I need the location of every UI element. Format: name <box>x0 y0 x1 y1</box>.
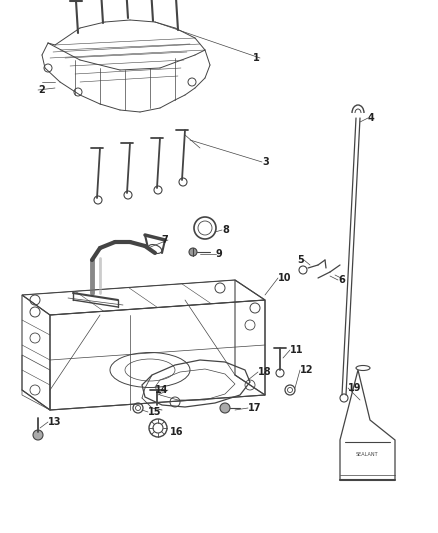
Text: 11: 11 <box>290 345 304 355</box>
Text: 15: 15 <box>148 407 162 417</box>
Circle shape <box>33 430 43 440</box>
Text: 9: 9 <box>216 249 223 259</box>
Text: 3: 3 <box>262 157 269 167</box>
Text: 10: 10 <box>278 273 292 283</box>
Text: 13: 13 <box>48 417 61 427</box>
Text: 8: 8 <box>222 225 229 235</box>
Text: 7: 7 <box>161 235 168 245</box>
Text: 4: 4 <box>368 113 375 123</box>
Text: 16: 16 <box>170 427 184 437</box>
Text: 12: 12 <box>300 365 314 375</box>
Text: 14: 14 <box>155 385 168 395</box>
Text: 5: 5 <box>297 255 304 265</box>
Circle shape <box>189 248 197 256</box>
Circle shape <box>220 403 230 413</box>
Text: 18: 18 <box>258 367 272 377</box>
Text: SEALANT: SEALANT <box>356 453 378 457</box>
Text: 2: 2 <box>38 85 45 95</box>
Text: 6: 6 <box>338 275 345 285</box>
Text: 1: 1 <box>253 53 260 63</box>
Text: 17: 17 <box>248 403 261 413</box>
Ellipse shape <box>356 366 370 370</box>
Text: 19: 19 <box>348 383 361 393</box>
